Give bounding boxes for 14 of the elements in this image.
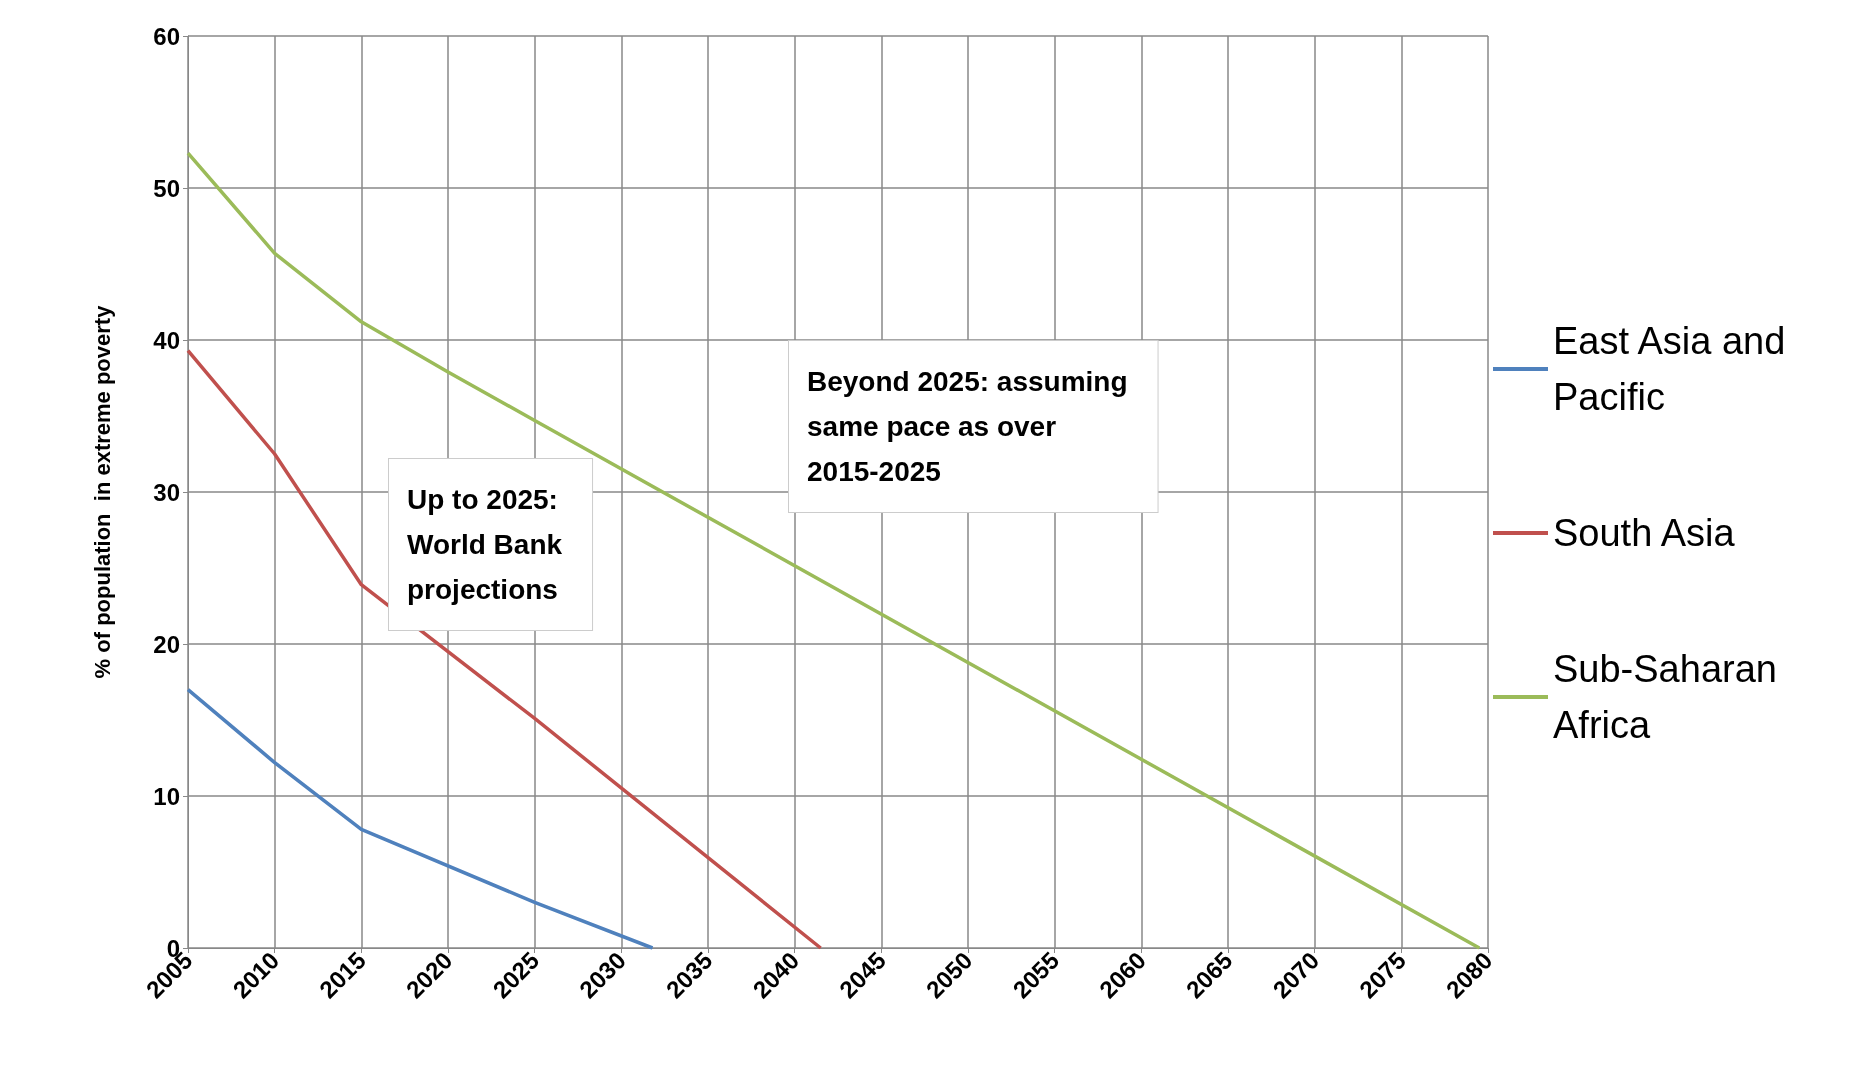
y-axis-title: % of population in extreme poverty (89, 304, 115, 679)
y-tick-label: 60 (153, 22, 180, 50)
y-tick-label: 40 (153, 326, 180, 354)
annotation: Up to 2025: World Bank projections (407, 484, 563, 605)
y-tick-label: 50 (153, 174, 180, 202)
legend-label: South Asia (1553, 512, 1736, 554)
legend-label: East Asia and Pacific (1553, 320, 1796, 418)
y-tick-label: 30 (153, 478, 180, 506)
line-series (186, 151, 1482, 950)
legend-label: Sub-Saharan Africa (1553, 648, 1788, 746)
annotation: Beyond 2025: assuming same pace as over 2015-2025 (807, 366, 1128, 487)
line-series (186, 687, 655, 950)
y-tick-label: 10 (153, 782, 180, 810)
y-tick-label: 20 (153, 630, 180, 658)
